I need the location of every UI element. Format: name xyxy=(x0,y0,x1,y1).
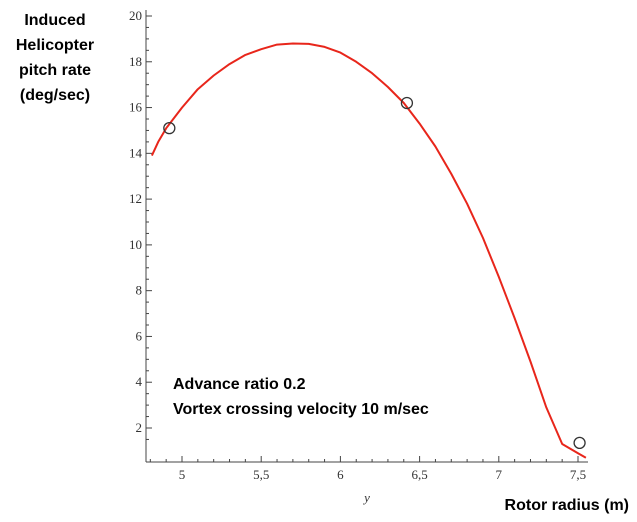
x-tick-label: 7 xyxy=(496,467,503,482)
x-tick-label: 5 xyxy=(179,467,186,482)
data-point-marker xyxy=(163,122,176,135)
y-tick-label: 18 xyxy=(129,54,142,69)
x-variable-label: y xyxy=(362,490,370,505)
x-axis-label: Rotor radius (m) xyxy=(504,497,629,514)
chart-markers xyxy=(163,96,586,450)
y-tick-label: 2 xyxy=(136,420,143,435)
y-tick-label: 16 xyxy=(129,100,143,115)
y-axis-label-line-2: Helicopter xyxy=(15,37,95,54)
chart-curve-group xyxy=(150,42,587,459)
x-tick-label: 5,5 xyxy=(253,467,269,482)
y-tick-label: 4 xyxy=(136,374,143,389)
y-axis-label-line-3: pitch rate xyxy=(18,62,91,79)
annotation-advance-ratio: Advance ratio 0.2 xyxy=(173,376,306,393)
y-tick-label: 14 xyxy=(129,145,143,160)
y-tick-label: 12 xyxy=(129,191,142,206)
annotation-vortex-velocity: Vortex crossing velocity 10 m/sec xyxy=(173,401,429,418)
y-axis-label-line-1: Induced xyxy=(24,12,86,29)
x-tick-label: 6,5 xyxy=(411,467,427,482)
y-axis-label-line-4: (deg/sec) xyxy=(19,87,91,104)
y-tick-label: 6 xyxy=(136,328,143,343)
x-tick-label: 6 xyxy=(337,467,344,482)
series-line xyxy=(150,42,587,459)
data-point-marker xyxy=(400,96,414,110)
x-tick-label: 7,5 xyxy=(570,467,586,482)
y-tick-label: 10 xyxy=(129,237,142,252)
data-point-marker xyxy=(573,436,586,450)
chart-ticks: 2 4 6 8 10 12 14 16 18 20 5 5,5 6 6,5 7 7,5 xyxy=(129,8,586,482)
y-tick-label: 20 xyxy=(129,8,142,23)
y-tick-label: 8 xyxy=(136,283,143,298)
